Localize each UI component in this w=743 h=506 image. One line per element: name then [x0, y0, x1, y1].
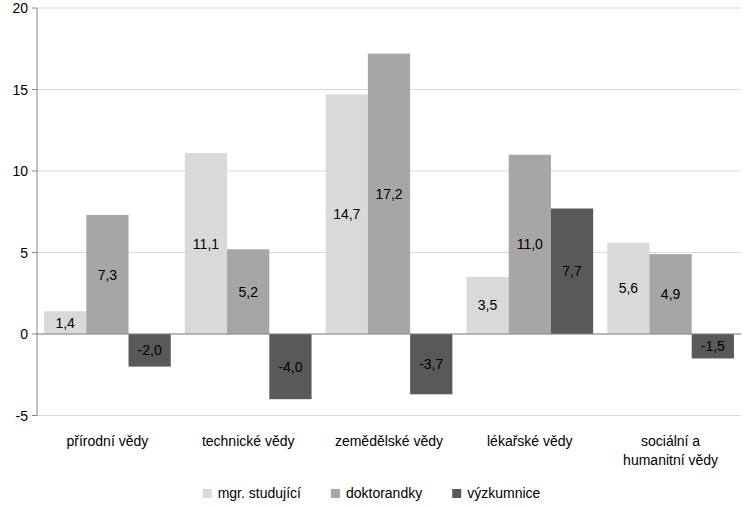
- y-tick: [32, 171, 37, 172]
- data-label: 14,7: [333, 206, 360, 222]
- data-label: 4,9: [661, 286, 681, 302]
- data-label: -2,0: [138, 342, 162, 358]
- legend-label: mgr. studující: [218, 485, 301, 501]
- data-label: -3,7: [419, 356, 443, 372]
- legend-item: mgr. studující: [203, 485, 301, 501]
- chart: -5 0 5 10 15 20 1,4 11,1 14,7 3,5 5,6 7,3 5,2 17,2 11,…: [0, 0, 743, 506]
- grid-line: [37, 8, 741, 9]
- y-tick-label: 0: [20, 326, 28, 342]
- x-tick-label: sociální a humanitní vědy: [623, 433, 718, 468]
- bar: [368, 54, 410, 334]
- y-tick: [32, 334, 37, 335]
- data-label: 5,6: [619, 280, 639, 296]
- bar: [86, 215, 128, 334]
- data-label: -4,0: [278, 359, 302, 375]
- data-labels: 1,4 11,1 14,7 3,5 5,6 7,3 5,2 17,2 11,0 4,9 -2,0 -4…: [55, 186, 725, 375]
- bar: [692, 334, 734, 358]
- bar: [466, 277, 508, 334]
- y-tick-label: 20: [12, 0, 28, 16]
- x-tick-label-line: přírodní vědy: [67, 433, 149, 449]
- bar: [227, 249, 269, 334]
- bar: [607, 243, 649, 334]
- y-axis-line: [37, 8, 38, 416]
- y-tick: [32, 415, 37, 416]
- data-label: 3,5: [478, 297, 498, 313]
- y-tick: [32, 89, 37, 90]
- data-label: 5,2: [238, 284, 258, 300]
- data-label: 7,3: [98, 267, 118, 283]
- x-axis-line: [37, 334, 741, 335]
- data-label: 1,4: [55, 315, 75, 331]
- bar: [129, 334, 171, 367]
- y-tick: [32, 8, 37, 9]
- x-tick-label: zemědělské vědy: [335, 433, 443, 449]
- legend-swatch: [331, 489, 340, 498]
- legend-item: doktorandky: [331, 485, 422, 501]
- bar: [44, 311, 86, 334]
- legend-swatch: [452, 489, 461, 498]
- page: {"chart_data": {"type": "bar", "categori…: [0, 0, 743, 506]
- grid-line: [37, 415, 741, 416]
- legend-label: výzkumnice: [467, 485, 540, 501]
- y-tick-label: 5: [20, 245, 28, 261]
- grid: [37, 8, 741, 416]
- x-tick-label-line: humanitní vědy: [623, 452, 718, 468]
- legend: mgr. studující doktorandky výzkumnice: [203, 485, 541, 501]
- data-label: 11,0: [517, 236, 543, 252]
- x-axis: přírodní vědy technické vědy zemědělské vě…: [67, 433, 719, 468]
- data-label: 17,2: [375, 186, 402, 202]
- y-tick: [32, 252, 37, 253]
- data-label: 7,7: [562, 263, 582, 279]
- bar: [326, 94, 368, 334]
- grid-line: [37, 334, 741, 335]
- bar: [649, 254, 691, 334]
- x-tick-label-line: sociální a: [641, 433, 700, 449]
- bar: [269, 334, 311, 399]
- x-tick-label-line: zemědělské vědy: [335, 433, 443, 449]
- legend-item: výzkumnice: [452, 485, 540, 501]
- x-tick-label-line: lékařské vědy: [487, 433, 573, 449]
- x-tick-label: lékařské vědy: [487, 433, 573, 449]
- y-axis: -5 0 5 10 15 20: [12, 0, 37, 424]
- data-label: 11,1: [193, 236, 219, 252]
- bars: [44, 54, 734, 400]
- x-tick-label: přírodní vědy: [67, 433, 149, 449]
- data-label: -1,5: [701, 338, 725, 354]
- y-tick-label: 15: [12, 82, 28, 98]
- bar: [509, 155, 551, 334]
- x-tick-label-line: technické vědy: [202, 433, 295, 449]
- y-tick-label: -5: [16, 408, 29, 424]
- legend-swatch: [203, 489, 212, 498]
- legend-label: doktorandky: [346, 485, 422, 501]
- bar: [551, 208, 593, 334]
- y-tick-label: 10: [12, 163, 28, 179]
- bar: [185, 153, 227, 334]
- bar: [410, 334, 452, 394]
- x-tick-label: technické vědy: [202, 433, 295, 449]
